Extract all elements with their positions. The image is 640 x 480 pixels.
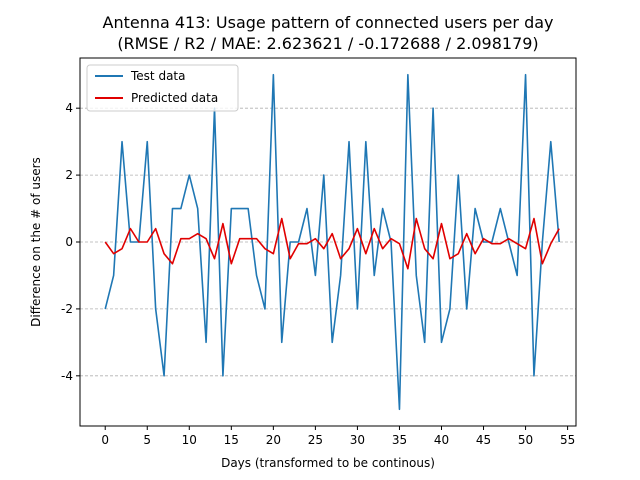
x-tick-label: 50 bbox=[518, 433, 533, 447]
x-tick-label: 45 bbox=[476, 433, 491, 447]
y-tick-label: 0 bbox=[65, 235, 73, 249]
chart-subtitle: (RMSE / R2 / MAE: 2.623621 / -0.172688 /… bbox=[117, 34, 538, 53]
x-tick-label: 5 bbox=[143, 433, 151, 447]
x-tick-label: 40 bbox=[434, 433, 449, 447]
chart-title: Antenna 413: Usage pattern of connected … bbox=[103, 13, 554, 32]
y-tick-label: 2 bbox=[65, 168, 73, 182]
legend-label-predicted-data: Predicted data bbox=[131, 91, 218, 105]
x-tick-label: 15 bbox=[224, 433, 239, 447]
x-tick-label: 0 bbox=[101, 433, 109, 447]
x-tick-label: 35 bbox=[392, 433, 407, 447]
x-tick-label: 10 bbox=[182, 433, 197, 447]
series-line-predicted-data bbox=[104, 217, 560, 270]
x-axis: 0 5 10 15 20 25 30 35 40 45 50 55 bbox=[101, 426, 575, 447]
x-tick-label: 20 bbox=[266, 433, 281, 447]
x-axis-label: Days (transformed to be continous) bbox=[221, 456, 435, 470]
legend: Test data Predicted data bbox=[86, 64, 239, 112]
x-tick-label: 55 bbox=[560, 433, 575, 447]
legend-label-test-data: Test data bbox=[130, 69, 185, 83]
y-axis-label: Difference on the # of users bbox=[29, 157, 43, 327]
y-tick-label: 4 bbox=[65, 101, 73, 115]
x-tick-label: 30 bbox=[350, 433, 365, 447]
x-tick-label: 25 bbox=[308, 433, 323, 447]
y-tick-label: -2 bbox=[61, 302, 73, 316]
legend-box bbox=[86, 64, 239, 112]
series-layer bbox=[104, 73, 560, 411]
series-line-test-data bbox=[104, 73, 560, 411]
y-tick-label: -4 bbox=[61, 369, 73, 383]
y-axis: -4 -2 0 2 4 bbox=[61, 101, 80, 383]
